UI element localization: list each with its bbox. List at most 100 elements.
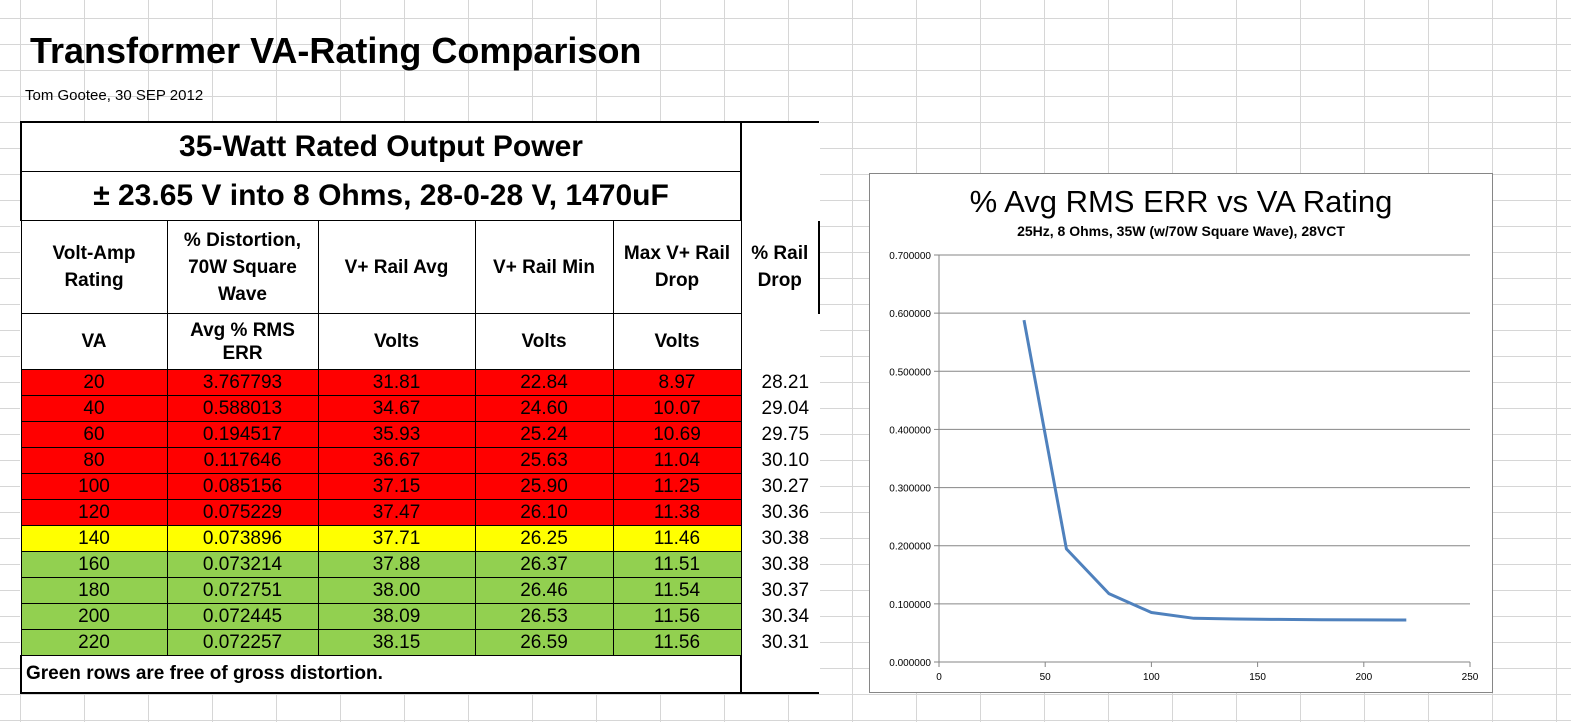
x-tick-label: 250 xyxy=(1462,672,1479,683)
cell-rail-min: 26.37 xyxy=(474,551,614,578)
x-tick-label: 200 xyxy=(1355,672,1372,683)
cell-rail-avg: 34.67 xyxy=(317,395,476,422)
cell-va: 140 xyxy=(20,525,168,552)
cell-pct-rail-drop: 30.27 xyxy=(761,475,810,497)
y-tick-label: 0.100000 xyxy=(889,600,931,611)
table-row: 140 0.073896 37.71 26.25 11.46 30.38 xyxy=(20,525,819,552)
cell-rail-min: 25.90 xyxy=(474,473,614,500)
cell-rail-drop: 11.38 xyxy=(612,499,742,526)
cell-va: 60 xyxy=(20,421,168,448)
chart-area: 0.000000 0.100000 0.200000 0.300000 0.400000… xyxy=(869,173,1493,693)
cell-rail-avg: 37.47 xyxy=(317,499,476,526)
cell-rail-drop: 8.97 xyxy=(612,369,742,396)
cell-va: 40 xyxy=(20,395,168,422)
table-footer-note: Green rows are free of gross distortion. xyxy=(20,655,742,694)
cell-pct-rail-drop: 30.37 xyxy=(761,579,810,601)
y-tick-label: 0.300000 xyxy=(889,484,931,495)
header-va-rating: Volt-Amp Rating xyxy=(20,220,168,314)
cell-pct-rail-drop: 29.04 xyxy=(761,397,810,419)
page-title: Transformer VA-Rating Comparison xyxy=(30,30,642,71)
cell-va: 220 xyxy=(20,629,168,656)
unit-va: VA xyxy=(20,313,168,370)
cell-err: 0.072751 xyxy=(166,577,319,604)
cell-va: 160 xyxy=(20,551,168,578)
unit-drop: Volts xyxy=(612,313,742,370)
cell-err: 0.588013 xyxy=(166,395,319,422)
cell-err: 0.075229 xyxy=(166,499,319,526)
cell-rail-min: 26.53 xyxy=(474,603,614,630)
cell-rail-drop: 11.46 xyxy=(612,525,742,552)
cell-rail-min: 26.59 xyxy=(474,629,614,656)
y-tick-label: 0.200000 xyxy=(889,542,931,553)
line-chart: 0.000000 0.100000 0.200000 0.300000 0.400000… xyxy=(889,251,1479,683)
cell-rail-min: 25.24 xyxy=(474,421,614,448)
cell-err: 0.073896 xyxy=(166,525,319,552)
cell-va: 100 xyxy=(20,473,168,500)
header-max-rail-drop: Max V+ Rail Drop xyxy=(612,220,742,314)
cell-rail-min: 26.25 xyxy=(474,525,614,552)
table-row: 100 0.085156 37.15 25.90 11.25 30.27 xyxy=(20,473,819,500)
cell-rail-avg: 35.93 xyxy=(317,421,476,448)
cell-pct-rail-drop: 30.38 xyxy=(761,553,810,575)
unit-err: Avg % RMS ERR xyxy=(166,313,319,370)
table-row: 220 0.072257 38.15 26.59 11.56 30.31 xyxy=(20,629,819,656)
y-tick-label: 0.500000 xyxy=(889,367,931,378)
chart-subtitle: 25Hz, 8 Ohms, 35W (w/70W Square Wave), 2… xyxy=(1017,223,1345,239)
cell-rail-avg: 38.15 xyxy=(317,629,476,656)
cell-rail-drop: 11.04 xyxy=(612,447,742,474)
cell-err: 0.072445 xyxy=(166,603,319,630)
table-row: 200 0.072445 38.09 26.53 11.56 30.34 xyxy=(20,603,819,630)
x-tick-label: 0 xyxy=(936,672,942,683)
cell-pct-rail-drop: 30.34 xyxy=(761,605,810,627)
cell-pct-rail-drop: 30.10 xyxy=(761,449,810,471)
cell-err: 3.767793 xyxy=(166,369,319,396)
cell-rail-avg: 37.71 xyxy=(317,525,476,552)
cell-rail-avg: 36.67 xyxy=(317,447,476,474)
table-row: 20 3.767793 31.81 22.84 8.97 28.21 xyxy=(20,369,819,396)
cell-err: 0.073214 xyxy=(166,551,319,578)
chart-title: % Avg RMS ERR vs VA Rating xyxy=(969,184,1393,219)
cell-rail-avg: 38.09 xyxy=(317,603,476,630)
cell-err: 0.085156 xyxy=(166,473,319,500)
table-rows: 20 3.767793 31.81 22.84 8.97 28.21 40 0.588013 3… xyxy=(20,369,819,656)
x-tick-label: 100 xyxy=(1143,672,1160,683)
cell-va: 200 xyxy=(20,603,168,630)
cell-rail-drop: 11.51 xyxy=(612,551,742,578)
header-pct-rail-drop: % Rail Drop xyxy=(741,220,820,314)
cell-err: 0.072257 xyxy=(166,629,319,656)
table-row: 180 0.072751 38.00 26.46 11.54 30.37 xyxy=(20,577,819,604)
unit-avg: Volts xyxy=(317,313,476,370)
cell-pct-rail-drop: 30.36 xyxy=(761,501,810,523)
cell-rail-min: 24.60 xyxy=(474,395,614,422)
cell-rail-min: 22.84 xyxy=(474,369,614,396)
header-distortion: % Distortion, 70W Square Wave xyxy=(166,220,319,314)
cell-rail-min: 26.46 xyxy=(474,577,614,604)
header-rail-avg: V+ Rail Avg xyxy=(317,220,476,314)
cell-pct-rail-drop: 29.75 xyxy=(761,423,810,445)
page-subtitle: Tom Gootee, 30 SEP 2012 xyxy=(25,87,204,104)
cell-rail-drop: 11.56 xyxy=(612,629,742,656)
data-table: 35-Watt Rated Output Power ± 23.65 V int… xyxy=(20,121,820,694)
cell-rail-drop: 11.25 xyxy=(612,473,742,500)
cell-rail-avg: 37.88 xyxy=(317,551,476,578)
cell-rail-avg: 31.81 xyxy=(317,369,476,396)
table-banner-title: 35-Watt Rated Output Power xyxy=(20,121,742,172)
table-row: 40 0.588013 34.67 24.60 10.07 29.04 xyxy=(20,395,819,422)
cell-rail-min: 25.63 xyxy=(474,447,614,474)
cell-rail-drop: 10.69 xyxy=(612,421,742,448)
cell-va: 20 xyxy=(20,369,168,396)
y-tick-label: 0.600000 xyxy=(889,309,931,320)
cell-pct-rail-drop: 30.31 xyxy=(761,631,810,653)
table-row: 120 0.075229 37.47 26.10 11.38 30.36 xyxy=(20,499,819,526)
cell-rail-drop: 10.07 xyxy=(612,395,742,422)
cell-pct-rail-drop: 30.38 xyxy=(761,527,810,549)
cell-va: 120 xyxy=(20,499,168,526)
cell-rail-drop: 11.56 xyxy=(612,603,742,630)
x-tick-label: 50 xyxy=(1040,672,1052,683)
cell-err: 0.194517 xyxy=(166,421,319,448)
cell-pct-rail-drop: 28.21 xyxy=(761,371,810,393)
cell-rail-avg: 38.00 xyxy=(317,577,476,604)
x-tick-label: 150 xyxy=(1249,672,1266,683)
y-tick-label: 0.400000 xyxy=(889,425,931,436)
cell-rail-avg: 37.15 xyxy=(317,473,476,500)
